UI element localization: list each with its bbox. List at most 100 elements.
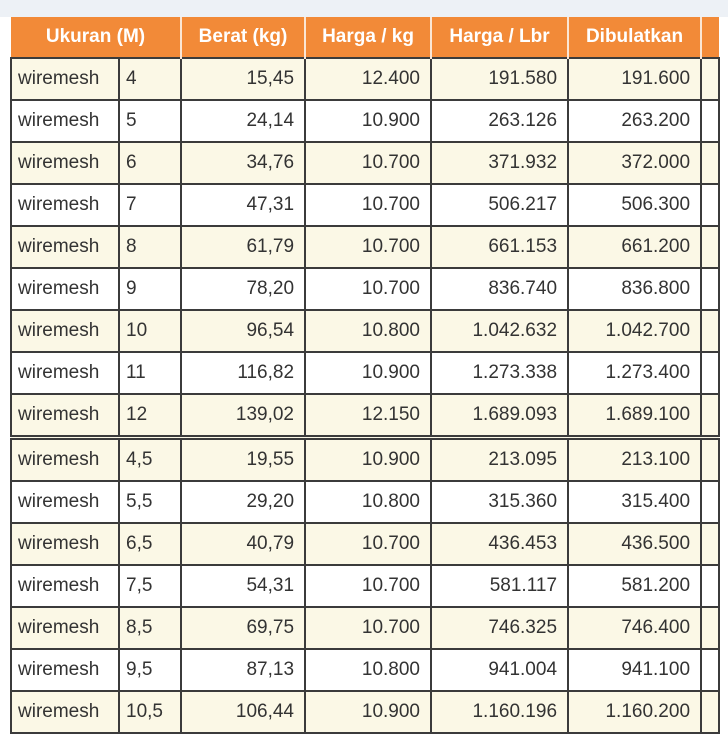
cell-dibulatkan: 1.042.700 [567,309,703,353]
table-row: wiremesh 12 139,02 12.150 1.689.093 1.68… [10,393,721,439]
cell-size: 8 [117,225,183,269]
table-row: wiremesh 10,5 106,44 10.900 1.160.196 1.… [10,690,721,734]
cell-extra [700,648,721,692]
cell-name: wiremesh [10,690,120,734]
cell-berat: 24,14 [180,99,307,143]
cell-harga-kg: 10.700 [304,225,433,269]
table-body: wiremesh 4 15,45 12.400 191.580 191.600 … [10,57,721,734]
cell-harga-kg: 10.800 [304,309,433,353]
cell-harga-kg: 10.800 [304,648,433,692]
header-extra [701,17,720,58]
cell-berat: 54,31 [180,564,307,608]
cell-harga-kg: 10.700 [304,564,433,608]
cell-name: wiremesh [10,393,120,439]
cell-harga-lbr: 746.325 [430,606,570,650]
cell-harga-kg: 10.700 [304,267,433,311]
cell-berat: 106,44 [180,690,307,734]
cell-berat: 78,20 [180,267,307,311]
cell-harga-lbr: 191.580 [430,57,570,101]
header-row: Ukuran (M) Berat (kg) Harga / kg Harga /… [11,17,720,58]
cell-name: wiremesh [10,57,120,101]
cell-extra [700,141,721,185]
cell-dibulatkan: 372.000 [567,141,703,185]
cell-berat: 69,75 [180,606,307,650]
cell-size: 6,5 [117,522,183,566]
cell-extra [700,522,721,566]
table-row: wiremesh 4,5 19,55 10.900 213.095 213.10… [10,435,721,482]
header-berat: Berat (kg) [181,17,307,58]
table-header: Ukuran (M) Berat (kg) Harga / kg Harga /… [11,17,720,58]
cell-extra [700,690,721,734]
cell-extra [700,267,721,311]
cell-harga-lbr: 581.117 [430,564,570,608]
cell-harga-lbr: 661.153 [430,225,570,269]
cell-extra [700,351,721,395]
cell-dibulatkan: 941.100 [567,648,703,692]
cell-dibulatkan: 1.160.200 [567,690,703,734]
wiremesh-price-table: Ukuran (M) Berat (kg) Harga / kg Harga /… [10,17,721,734]
cell-harga-lbr: 213.095 [430,435,570,482]
cell-berat: 61,79 [180,225,307,269]
cell-harga-lbr: 1.160.196 [430,690,570,734]
cell-size: 7,5 [117,564,183,608]
cell-dibulatkan: 263.200 [567,99,703,143]
table-row: wiremesh 9,5 87,13 10.800 941.004 941.10… [10,648,721,692]
cell-harga-kg: 12.150 [304,393,433,439]
cell-name: wiremesh [10,606,120,650]
cell-harga-kg: 10.900 [304,99,433,143]
cell-size: 12 [117,393,183,439]
cell-harga-lbr: 1.689.093 [430,393,570,439]
cell-harga-kg: 10.800 [304,480,433,524]
cell-harga-kg: 10.700 [304,141,433,185]
cell-name: wiremesh [10,309,120,353]
table-row: wiremesh 10 96,54 10.800 1.042.632 1.042… [10,309,721,353]
cell-size: 5 [117,99,183,143]
cell-size: 11 [117,351,183,395]
cell-harga-kg: 12.400 [304,57,433,101]
cell-berat: 96,54 [180,309,307,353]
cell-berat: 40,79 [180,522,307,566]
cell-berat: 87,13 [180,648,307,692]
cell-harga-lbr: 315.360 [430,480,570,524]
table-row: wiremesh 4 15,45 12.400 191.580 191.600 [10,57,721,101]
cell-dibulatkan: 1.273.400 [567,351,703,395]
table-row: wiremesh 5 24,14 10.900 263.126 263.200 [10,99,721,143]
cell-extra [700,564,721,608]
cell-harga-lbr: 371.932 [430,141,570,185]
cell-extra [700,435,721,482]
table-row: wiremesh 11 116,82 10.900 1.273.338 1.27… [10,351,721,395]
cell-berat: 29,20 [180,480,307,524]
cell-berat: 139,02 [180,393,307,439]
cell-dibulatkan: 436.500 [567,522,703,566]
cell-name: wiremesh [10,183,120,227]
cell-berat: 116,82 [180,351,307,395]
cell-extra [700,393,721,439]
cell-name: wiremesh [10,351,120,395]
header-dibulatkan: Dibulatkan [568,17,703,58]
cell-name: wiremesh [10,648,120,692]
cell-berat: 19,55 [180,435,307,482]
table-row: wiremesh 7 47,31 10.700 506.217 506.300 [10,183,721,227]
cell-name: wiremesh [10,99,120,143]
cell-dibulatkan: 746.400 [567,606,703,650]
cell-harga-kg: 10.700 [304,522,433,566]
cell-harga-lbr: 1.042.632 [430,309,570,353]
cell-size: 8,5 [117,606,183,650]
table-row: wiremesh 8,5 69,75 10.700 746.325 746.40… [10,606,721,650]
table-row: wiremesh 6 34,76 10.700 371.932 372.000 [10,141,721,185]
cell-harga-kg: 10.700 [304,183,433,227]
header-harga-lbr: Harga / Lbr [431,17,570,58]
cell-dibulatkan: 213.100 [567,435,703,482]
cell-harga-kg: 10.900 [304,351,433,395]
cell-extra [700,99,721,143]
cell-extra [700,225,721,269]
cell-name: wiremesh [10,225,120,269]
cell-size: 9,5 [117,648,183,692]
cell-harga-lbr: 1.273.338 [430,351,570,395]
cell-harga-lbr: 436.453 [430,522,570,566]
cell-harga-lbr: 263.126 [430,99,570,143]
cell-name: wiremesh [10,435,120,482]
cell-harga-kg: 10.700 [304,606,433,650]
cell-size: 6 [117,141,183,185]
